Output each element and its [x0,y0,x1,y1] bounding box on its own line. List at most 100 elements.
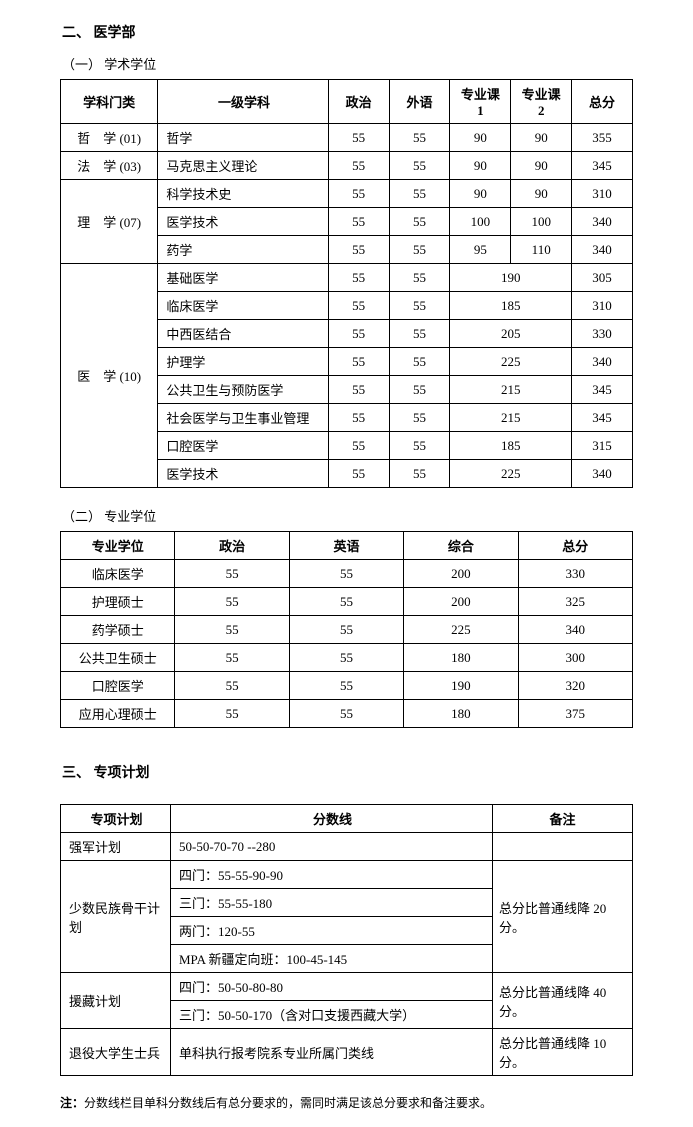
score-cell: 90 [450,124,511,152]
col-header: 备注 [493,805,633,833]
score-cell: 330 [518,560,632,588]
score-cell: 55 [289,616,403,644]
score-cell: 55 [389,460,450,488]
footnote-label: 注： [60,1096,84,1110]
score-cell: 55 [175,560,289,588]
score-cell: 180 [404,700,518,728]
score-cell: 55 [389,376,450,404]
table-row: 应用心理硕士5555180375 [61,700,633,728]
category-cell: 法 学 (03) [61,152,158,180]
score-line-cell: 四门：55-55-90-90 [171,861,493,889]
col-header: 专业学位 [61,532,175,560]
subject-cell: 公共卫生与预防医学 [158,376,328,404]
degree-name-cell: 药学硕士 [61,616,175,644]
remark-cell: 总分比普通线降 10 分。 [493,1029,633,1076]
subject-cell: 基础医学 [158,264,328,292]
plan-name-cell: 强军计划 [61,833,171,861]
total-cell: 305 [572,264,633,292]
score-cell: 225 [404,616,518,644]
col-header: 外语 [389,80,450,124]
table-row: 少数民族骨干计划四门：55-55-90-90总分比普通线降 20 分。 [61,861,633,889]
table-row: 哲 学 (01)哲学55559090355 [61,124,633,152]
col-header: 一级学科 [158,80,328,124]
plan-name-cell: 少数民族骨干计划 [61,861,171,973]
total-cell: 310 [572,180,633,208]
subject-cell: 哲学 [158,124,328,152]
total-cell: 345 [572,152,633,180]
col-header: 英语 [289,532,403,560]
score-cell: 300 [518,644,632,672]
subject-cell: 马克思主义理论 [158,152,328,180]
section-title-medical: 二、 医学部 [62,22,633,42]
score-cell: 90 [511,124,572,152]
score-cell: 100 [511,208,572,236]
score-cell: 55 [389,152,450,180]
score-cell: 55 [389,264,450,292]
score-cell: 55 [389,404,450,432]
score-cell: 95 [450,236,511,264]
col-header: 学科门类 [61,80,158,124]
degree-name-cell: 公共卫生硕士 [61,644,175,672]
col-header: 专业课 1 [450,80,511,124]
footnote-text: 分数线栏目单科分数线后有总分要求的，需同时满足该总分要求和备注要求。 [84,1096,492,1110]
score-cell: 375 [518,700,632,728]
table-academic-degree: 学科门类一级学科政治外语专业课 1专业课 2总分 哲 学 (01)哲学55559… [60,79,633,488]
total-cell: 340 [572,460,633,488]
subsection-professional-degree: （二） 专业学位 [62,506,633,525]
score-line-cell: 两门：120-55 [171,917,493,945]
degree-name-cell: 口腔医学 [61,672,175,700]
score-cell: 200 [404,560,518,588]
score-cell: 55 [328,404,389,432]
score-cell: 55 [328,292,389,320]
subsection-academic-degree: （一） 学术学位 [62,54,633,73]
table-row: 法 学 (03)马克思主义理论55559090345 [61,152,633,180]
score-line-cell: 四门：50-50-80-80 [171,973,493,1001]
col-header: 总分 [518,532,632,560]
score-cell: 55 [175,672,289,700]
remark-cell: 总分比普通线降 20 分。 [493,861,633,973]
score-cell: 55 [328,236,389,264]
score-cell: 185 [450,292,572,320]
plan-name-cell: 退役大学生士兵 [61,1029,171,1076]
score-cell: 55 [389,432,450,460]
score-cell: 190 [450,264,572,292]
total-cell: 310 [572,292,633,320]
total-cell: 340 [572,236,633,264]
score-cell: 55 [389,208,450,236]
score-cell: 180 [404,644,518,672]
score-cell: 225 [450,348,572,376]
total-cell: 340 [572,348,633,376]
score-cell: 215 [450,404,572,432]
score-cell: 55 [328,432,389,460]
score-cell: 55 [328,460,389,488]
score-cell: 55 [175,644,289,672]
table-row: 强军计划50-50-70-70 --280 [61,833,633,861]
table-row: 护理硕士5555200325 [61,588,633,616]
col-header: 总分 [572,80,633,124]
total-cell: 330 [572,320,633,348]
score-cell: 55 [328,180,389,208]
score-cell: 190 [404,672,518,700]
col-header: 分数线 [171,805,493,833]
subject-cell: 护理学 [158,348,328,376]
subject-cell: 药学 [158,236,328,264]
table-row: 医 学 (10)基础医学5555190305 [61,264,633,292]
remark-cell [493,833,633,861]
score-cell: 55 [389,236,450,264]
score-cell: 90 [511,180,572,208]
score-cell: 55 [289,700,403,728]
total-cell: 345 [572,376,633,404]
score-line-cell: 50-50-70-70 --280 [171,833,493,861]
table-row: 药学硕士5555225340 [61,616,633,644]
table-row: 公共卫生硕士5555180300 [61,644,633,672]
subject-cell: 科学技术史 [158,180,328,208]
score-cell: 55 [289,644,403,672]
score-cell: 55 [389,180,450,208]
score-cell: 55 [328,320,389,348]
score-cell: 55 [328,124,389,152]
col-header: 专业课 2 [511,80,572,124]
total-cell: 355 [572,124,633,152]
score-cell: 55 [175,588,289,616]
score-cell: 55 [175,700,289,728]
score-cell: 55 [289,588,403,616]
